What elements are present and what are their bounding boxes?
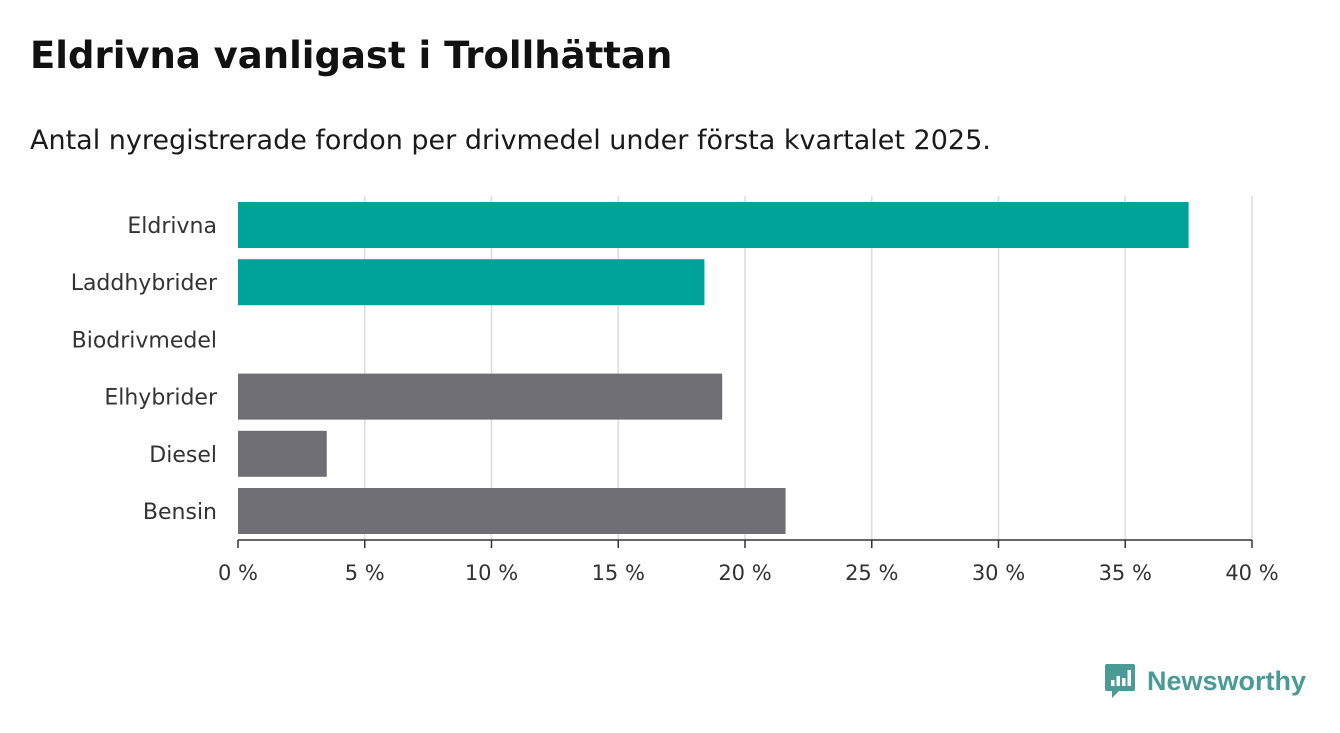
bar-elhybrider	[238, 373, 723, 420]
bars	[238, 202, 1189, 534]
x-tick-label: 40 %	[1225, 561, 1278, 585]
category-labels: Eldrivna Laddhybrider Biodrivmedel Elhybrid…	[71, 214, 218, 525]
chart-subtitle: Antal nyregistrerade fordon per drivmede…	[30, 125, 991, 156]
bar-diesel	[238, 430, 327, 477]
x-tick-label: 35 %	[1099, 561, 1152, 585]
x-tick-label: 0 %	[218, 561, 258, 585]
bar-laddhybrider	[238, 259, 705, 306]
newsworthy-logo-icon	[1105, 664, 1135, 698]
gridlines	[364, 196, 1253, 540]
bar-bensin	[238, 488, 786, 534]
x-tick-label: 30 %	[972, 561, 1025, 585]
x-tick-label: 25 %	[845, 561, 898, 585]
category-label: Laddhybrider	[71, 271, 218, 296]
x-tick-label: 10 %	[465, 561, 518, 585]
category-label: Diesel	[149, 443, 217, 468]
category-label: Eldrivna	[127, 214, 217, 239]
category-label: Bensin	[143, 500, 217, 525]
x-tick-label: 5 %	[345, 561, 385, 585]
chart-title: Eldrivna vanligast i Trollhättan	[30, 34, 673, 77]
brand: Newsworthy	[1103, 662, 1306, 700]
bar-eldrivna	[238, 202, 1189, 248]
x-tick-label: 15 %	[592, 561, 645, 585]
category-label: Biodrivmedel	[72, 328, 217, 353]
x-axis: 0 % 5 % 10 % 15 % 20 % 25 % 30 % 35 % 40 %	[218, 539, 1279, 585]
x-tick-label: 20 %	[718, 561, 771, 585]
brand-name: Newsworthy	[1147, 665, 1307, 696]
category-label: Elhybrider	[104, 386, 218, 411]
